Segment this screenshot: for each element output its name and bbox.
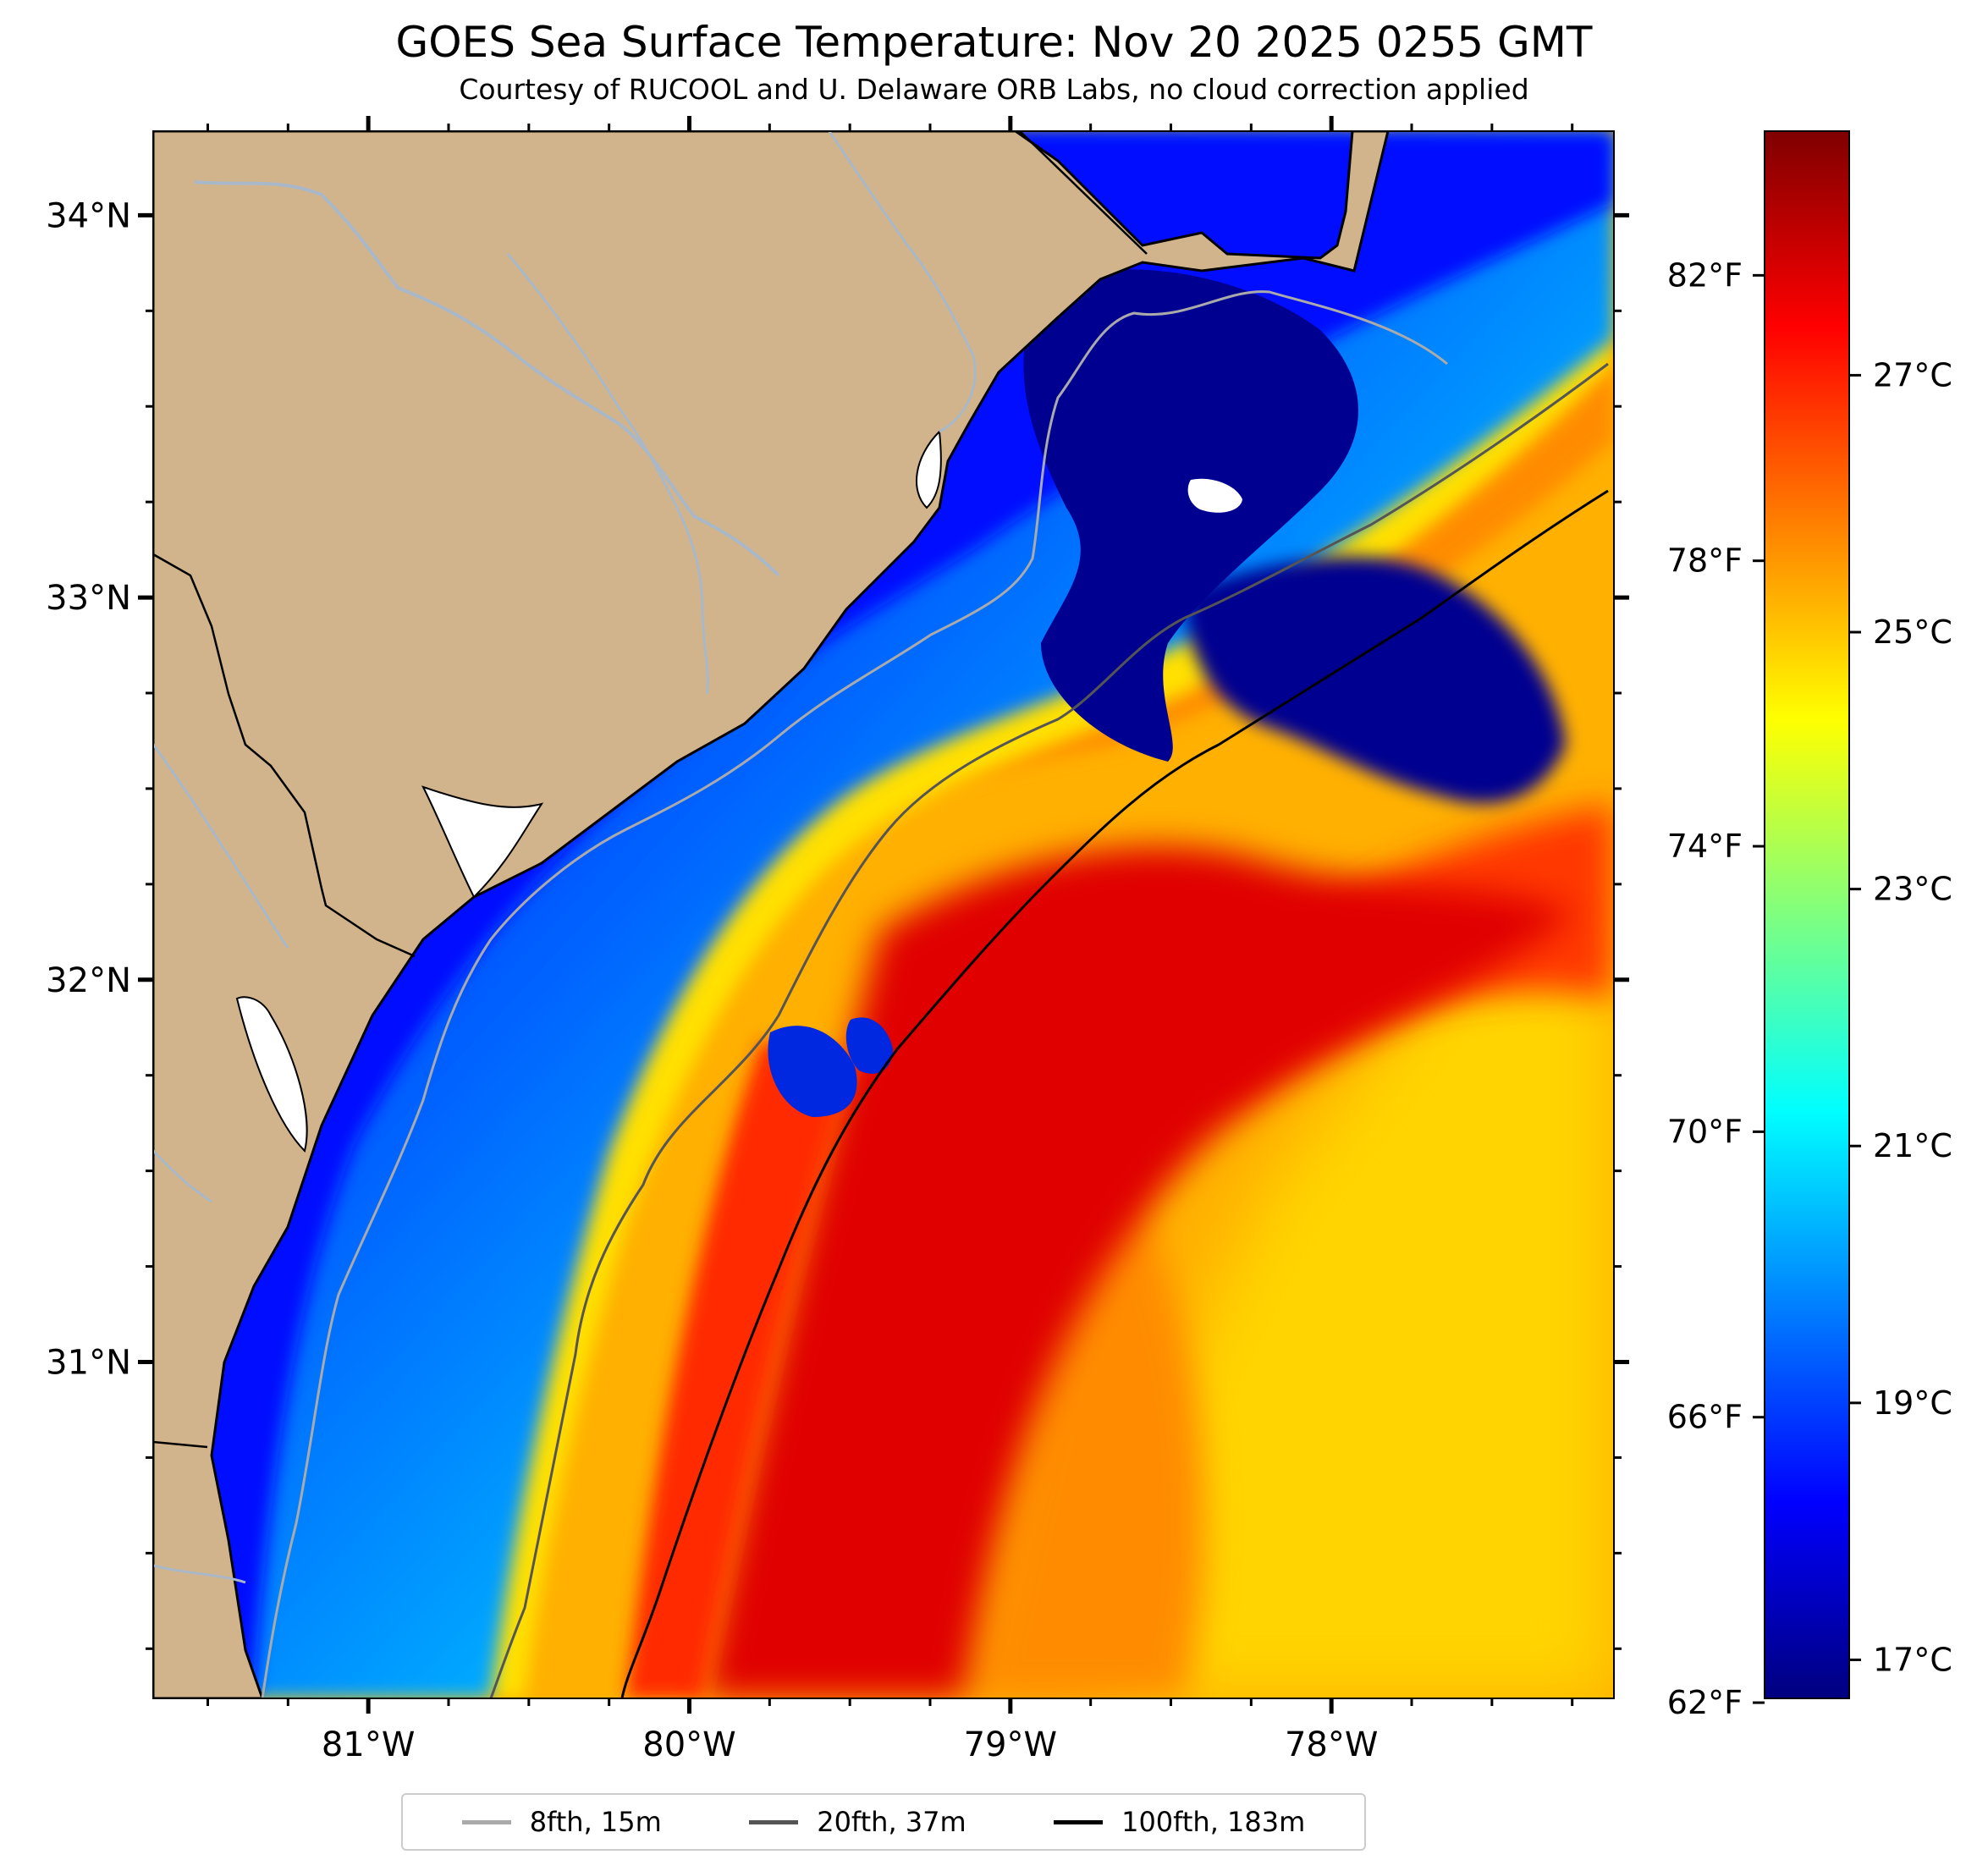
colorbar-fahrenheit-label: 62°F xyxy=(1667,1684,1743,1721)
legend-swatch-20fth xyxy=(749,1819,799,1824)
lat-tick-label: 33°N xyxy=(46,579,131,618)
river-pee-dee xyxy=(194,180,780,577)
river-santee xyxy=(506,253,709,695)
sst-cold-eddy xyxy=(1185,557,1566,804)
colorbar-celsius-label: 25°C xyxy=(1873,614,1952,651)
colorbar-fahrenheit-label: 70°F xyxy=(1667,1113,1743,1150)
state-border-sc-ga xyxy=(153,553,416,958)
legend-label-20fth: 20fth, 37m xyxy=(817,1806,966,1838)
longitude-axis: 81°W 80°W 79°W 78°W xyxy=(322,116,1378,1764)
lon-tick-label: 78°W xyxy=(1285,1725,1378,1764)
minor-ticks xyxy=(146,124,1622,1706)
lat-tick-label: 32°N xyxy=(46,961,131,1000)
legend-item-20fth: 20fth, 37m xyxy=(749,1806,966,1838)
state-border-ga-fl xyxy=(153,1440,208,1449)
land-coastline xyxy=(153,131,1390,1698)
colorbar-celsius-label: 27°C xyxy=(1873,356,1952,393)
sst-cold-spot-east xyxy=(845,1017,893,1074)
legend-swatch-100fth xyxy=(1054,1819,1104,1824)
chart-subtitle: Courtesy of RUCOOL and U. Delaware ORB L… xyxy=(459,73,1529,106)
colorbar-fahrenheit-label: 78°F xyxy=(1667,542,1743,580)
sst-yellow-east xyxy=(1100,931,1614,1698)
sst-cold-spot-west xyxy=(768,1026,857,1117)
legend-item-8fth: 8fth, 15m xyxy=(461,1806,662,1838)
river-st-johns xyxy=(153,1564,246,1584)
legend-swatch-8fth xyxy=(461,1819,511,1824)
legend-item-100fth: 100fth, 183m xyxy=(1054,1806,1305,1838)
river-waccamaw xyxy=(828,131,977,433)
port-royal-sound xyxy=(235,996,308,1153)
colorbar-celsius-label: 17°C xyxy=(1873,1641,1952,1678)
lat-tick-label: 34°N xyxy=(46,196,131,235)
isobath-8fth xyxy=(261,290,1448,1698)
colorbar xyxy=(1764,130,1850,1699)
colorbar-celsius-label: 23°C xyxy=(1873,871,1952,908)
sst-gulf-stream-edge xyxy=(626,1041,855,1698)
legend-label-100fth: 100fth, 183m xyxy=(1121,1806,1306,1838)
lon-tick-label: 79°W xyxy=(964,1725,1057,1764)
state-border-nc-sc xyxy=(1019,131,1148,255)
lon-tick-label: 81°W xyxy=(322,1725,415,1764)
colorbar-celsius-axis: 17°C 19°C 21°C 23°C 25°C 27°C xyxy=(1849,356,1952,1678)
lon-tick-label: 80°W xyxy=(642,1725,735,1764)
lat-tick-label: 31°N xyxy=(46,1343,131,1382)
sst-cold-pool xyxy=(1023,269,1358,762)
sst-field xyxy=(153,131,1614,1698)
river-altamaha xyxy=(153,1149,212,1203)
winyah-bay xyxy=(916,429,942,509)
latitude-axis: 34°N 33°N 32°N 31°N xyxy=(46,196,1629,1382)
colorbar-fahrenheit-axis: 62°F 66°F 70°F 74°F 78°F 82°F xyxy=(1667,256,1765,1721)
colorbar-celsius-label: 19°C xyxy=(1873,1384,1952,1422)
colorbar-fahrenheit-label: 82°F xyxy=(1667,256,1743,294)
map-frame xyxy=(152,130,1615,1699)
chart-title: GOES Sea Surface Temperature: Nov 20 202… xyxy=(395,18,1593,67)
charleston-harbor xyxy=(421,785,544,899)
colorbar-fahrenheit-label: 74°F xyxy=(1667,828,1743,865)
colorbar-fahrenheit-label: 66°F xyxy=(1667,1399,1743,1436)
legend-label-8fth: 8fth, 15m xyxy=(529,1806,662,1838)
isobath-100fth xyxy=(620,489,1609,1698)
isobath-legend: 8fth, 15m 20fth, 37m 100fth, 183m xyxy=(401,1793,1366,1851)
sst-gulf-stream-core xyxy=(702,846,1574,1698)
isobath-20fth xyxy=(489,362,1609,1698)
cloud-mask-patch xyxy=(1187,478,1242,513)
river-savannah xyxy=(153,744,289,949)
sst-orange-filament xyxy=(973,1142,1205,1698)
colorbar-celsius-label: 21°C xyxy=(1873,1127,1952,1164)
